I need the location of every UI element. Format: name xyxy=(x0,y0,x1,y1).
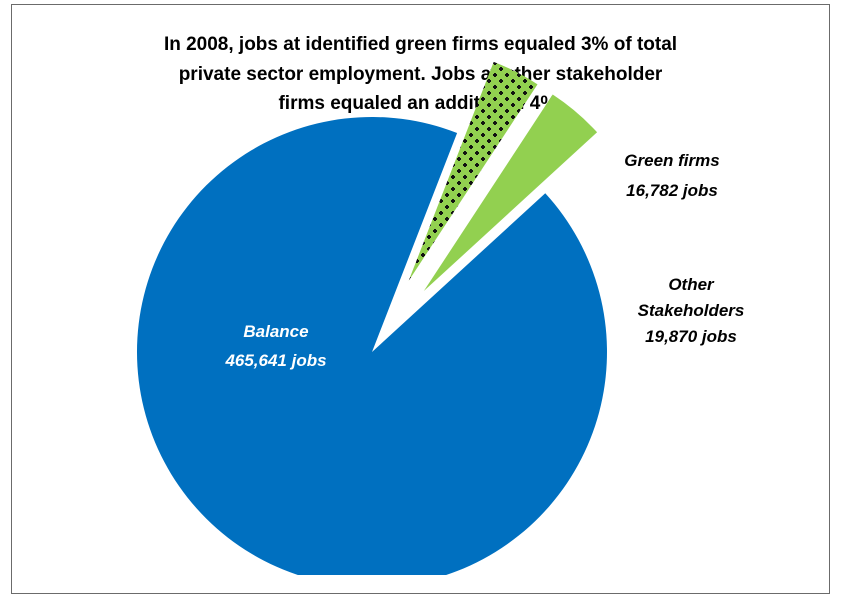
chart-title-line-1: In 2008, jobs at identified green firms … xyxy=(163,34,678,55)
slice-label-other-stakeholders-2: Stakeholders xyxy=(638,301,745,320)
slice-value-balance: 465,641 jobs xyxy=(224,351,326,370)
slice-value-other-stakeholders: 19,870 jobs xyxy=(645,327,737,346)
chart-title-line-2: private sector employment. Jobs at other… xyxy=(178,63,663,85)
slice-label-green-firms: Green firms xyxy=(624,151,719,170)
pie-chart: Balance 465,641 jobs Green firms 16,782 … xyxy=(136,61,745,575)
slice-label-other-stakeholders-1: Other xyxy=(668,275,715,294)
slice-value-green-firms: 16,782 jobs xyxy=(626,181,718,200)
slice-label-balance: Balance xyxy=(243,322,308,341)
pie-slice-green-firms xyxy=(408,61,538,281)
pie-slice-balance xyxy=(136,117,607,575)
pie-slice-other-stakeholders xyxy=(423,94,598,292)
